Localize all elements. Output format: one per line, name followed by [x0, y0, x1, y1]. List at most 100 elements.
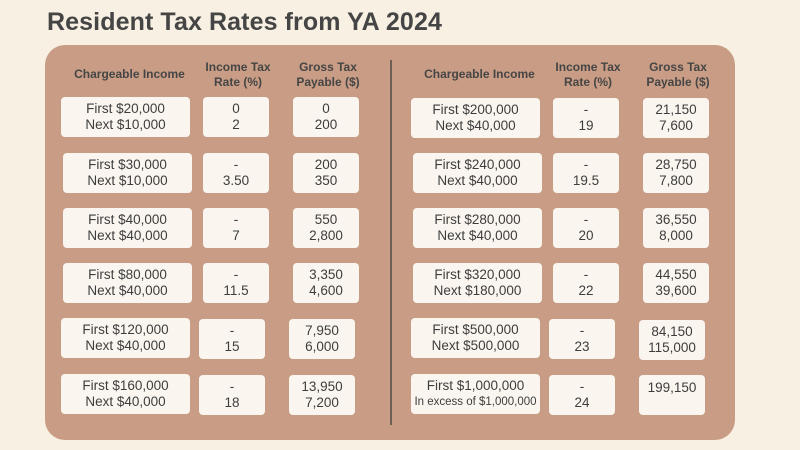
- rate-first: -: [579, 323, 585, 338]
- income-next: Next $40,000: [85, 394, 166, 409]
- gross-cell: 84,150 115,000: [639, 320, 705, 360]
- income-cell: First $280,000 Next $40,000: [413, 208, 542, 248]
- income-next: Next $40,000: [437, 228, 518, 243]
- gross-next: 7,600: [659, 118, 693, 133]
- rate-next: 11.5: [223, 283, 249, 298]
- income-cell: First $320,000 Next $180,000: [413, 263, 542, 303]
- header-income-tax-rate-left: Income Tax Rate (%): [195, 60, 281, 90]
- income-next: Next $500,000: [431, 338, 520, 353]
- header-income-tax-rate-right: Income Tax Rate (%): [545, 60, 631, 90]
- income-next: Next $40,000: [85, 338, 166, 353]
- page-title: Resident Tax Rates from YA 2024: [47, 8, 442, 36]
- gross-first: 28,750: [655, 157, 697, 172]
- rate-cell: - 24: [549, 375, 615, 415]
- rate-first: -: [583, 102, 589, 117]
- rate-first: -: [233, 212, 239, 227]
- income-first: First $1,000,000: [426, 378, 525, 393]
- rate-first: -: [229, 379, 235, 394]
- gross-cell: 7,950 6,000: [289, 319, 355, 359]
- gross-next: 6,000: [305, 339, 339, 354]
- gross-cell: 200 350: [293, 153, 359, 193]
- gross-first: 7,950: [305, 323, 339, 338]
- header-income-label: Chargeable Income: [424, 67, 535, 81]
- rate-cell: - 20: [553, 208, 619, 248]
- rate-next: 23: [574, 339, 590, 354]
- income-next: Next $10,000: [85, 117, 166, 132]
- gross-next: 350: [314, 173, 338, 188]
- rate-first: -: [579, 379, 585, 394]
- gross-first: 199,150: [647, 380, 697, 395]
- gross-first: 84,150: [651, 324, 693, 339]
- gross-cell: 199,150: [639, 375, 705, 415]
- gross-cell: 13,950 7,200: [289, 375, 355, 415]
- income-first: First $20,000: [86, 101, 165, 116]
- rate-first: -: [233, 157, 239, 172]
- income-first: First $40,000: [88, 212, 167, 227]
- header-income-label: Chargeable Income: [74, 67, 185, 81]
- gross-next: 2,800: [309, 228, 343, 243]
- header-gross-tax-payable-right: Gross Tax Payable ($): [635, 60, 721, 90]
- rate-next: 19.5: [572, 173, 600, 188]
- income-first: First $120,000: [82, 322, 169, 337]
- gross-first: 13,950: [301, 379, 343, 394]
- rate-first: -: [229, 323, 235, 338]
- rate-cell: - 23: [549, 319, 615, 359]
- gross-next: 4,600: [309, 283, 343, 298]
- rate-next: 24: [574, 395, 590, 410]
- header-rate-line2: Rate (%): [563, 75, 612, 89]
- header-gross-tax-payable-left: Gross Tax Payable ($): [285, 60, 371, 90]
- gross-next: 8,000: [659, 228, 693, 243]
- income-cell: First $20,000 Next $10,000: [61, 97, 190, 137]
- gross-cell: 3,350 4,600: [293, 263, 359, 303]
- income-cell: First $240,000 Next $40,000: [413, 153, 542, 193]
- rate-first: -: [583, 157, 589, 172]
- income-cell: First $30,000 Next $10,000: [63, 153, 192, 193]
- income-first: First $500,000: [432, 322, 519, 337]
- income-next: Next $40,000: [87, 283, 168, 298]
- header-gross-line2: Payable ($): [646, 75, 710, 89]
- header-chargeable-income-right: Chargeable Income: [411, 67, 548, 82]
- header-gross-line1: Gross Tax: [299, 60, 357, 74]
- income-first: First $80,000: [88, 267, 167, 282]
- income-first: First $30,000: [88, 157, 167, 172]
- gross-cell: 28,750 7,800: [643, 153, 709, 193]
- income-first: First $160,000: [82, 378, 169, 393]
- gross-first: 550: [314, 212, 338, 227]
- rate-cell: - 22: [553, 263, 619, 303]
- rate-cell: - 11.5: [203, 263, 269, 303]
- income-next: Next $180,000: [433, 283, 522, 298]
- header-rate-line1: Income Tax: [555, 60, 621, 74]
- rate-next: 20: [578, 228, 594, 243]
- header-rate-line1: Income Tax: [205, 60, 271, 74]
- column-divider: [390, 60, 392, 425]
- income-first: First $240,000: [434, 157, 521, 172]
- gross-next: 39,600: [655, 283, 697, 298]
- gross-cell: 44,550 39,600: [643, 263, 709, 303]
- gross-next: 200: [314, 117, 338, 132]
- rate-first: -: [583, 267, 589, 282]
- income-first: First $320,000: [434, 267, 521, 282]
- rate-cell: - 18: [199, 375, 265, 415]
- header-gross-line1: Gross Tax: [649, 60, 707, 74]
- tax-rates-panel: Chargeable Income Income Tax Rate (%) Gr…: [45, 45, 735, 440]
- rate-next: 2: [232, 117, 240, 132]
- gross-cell: 36,550 8,000: [643, 208, 709, 248]
- income-cell: First $500,000 Next $500,000: [411, 318, 540, 358]
- income-cell: First $1,000,000 In excess of $1,000,000: [411, 374, 540, 414]
- income-cell: First $80,000 Next $40,000: [63, 263, 192, 303]
- gross-first: 44,550: [655, 267, 697, 282]
- income-cell: First $160,000 Next $40,000: [61, 374, 190, 414]
- gross-cell: 21,150 7,600: [643, 98, 709, 138]
- header-chargeable-income-left: Chargeable Income: [61, 67, 198, 82]
- rate-cell: - 19: [553, 98, 619, 138]
- rate-cell: - 19.5: [553, 153, 619, 193]
- rate-cell: - 7: [203, 208, 269, 248]
- income-next: Next $10,000: [87, 173, 168, 188]
- gross-first: 3,350: [309, 267, 343, 282]
- gross-cell: 0 200: [293, 97, 359, 137]
- rate-cell: 0 2: [203, 97, 269, 137]
- rate-next: 3.50: [222, 173, 250, 188]
- income-excess: In excess of $1,000,000: [414, 396, 537, 408]
- income-first: First $200,000: [432, 102, 519, 117]
- rate-next: 19: [578, 118, 594, 133]
